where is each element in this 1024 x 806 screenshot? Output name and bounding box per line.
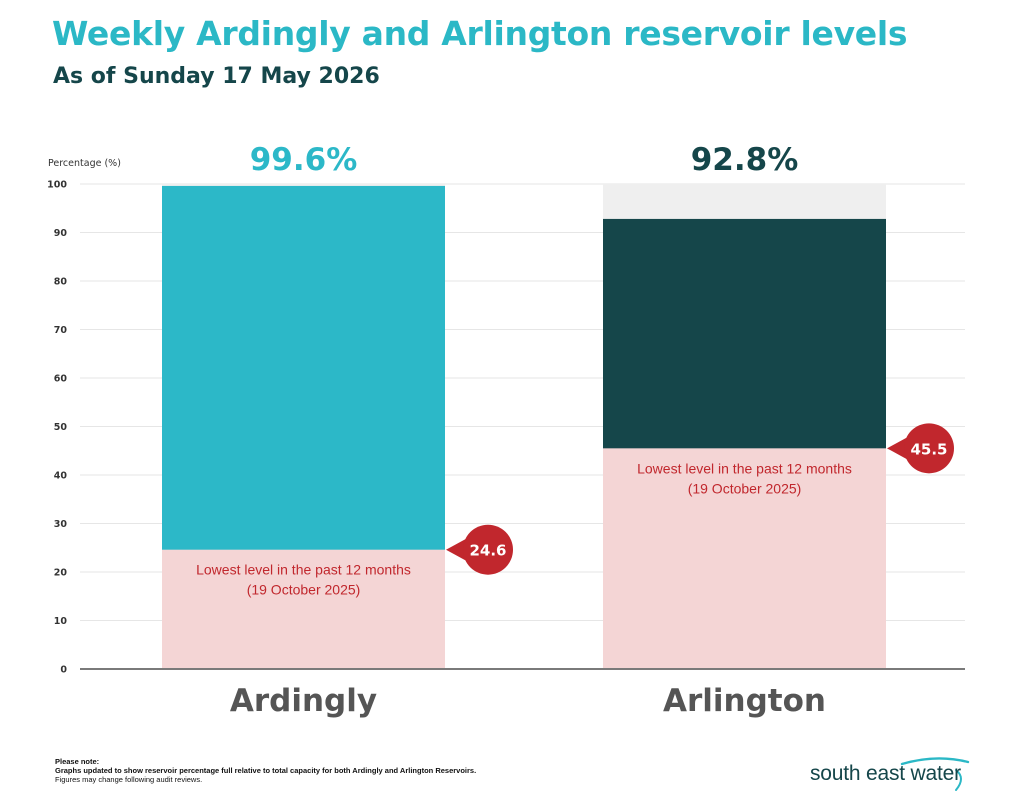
y-tick-label: 100	[47, 180, 67, 191]
lowest-callout	[904, 423, 954, 474]
lowest-level-label: Lowest level in the past 12 months	[637, 460, 852, 476]
category-label: Arlington	[663, 683, 826, 719]
page-subtitle: As of Sunday 17 May 2026	[53, 64, 380, 89]
lowest-value-label: 24.6	[469, 542, 506, 560]
y-tick-label: 20	[54, 568, 68, 579]
value-label: 99.6%	[250, 142, 358, 178]
callout-pointer	[446, 537, 468, 562]
lowest-level-date: (19 October 2025)	[688, 480, 802, 496]
note-title: Please note:	[55, 757, 100, 766]
y-tick-label: 40	[54, 471, 68, 482]
empty-capacity	[162, 184, 445, 186]
value-label: 92.8%	[691, 142, 799, 178]
y-tick-label: 30	[54, 519, 68, 530]
lowest-zone	[603, 448, 886, 669]
category-label: Ardingly	[230, 683, 377, 719]
y-tick-label: 60	[54, 374, 68, 385]
lowest-level-label: Lowest level in the past 12 months	[196, 562, 411, 578]
y-tick-label: 10	[54, 616, 68, 627]
lowest-value-label: 45.5	[910, 440, 947, 458]
lowest-level-date: (19 October 2025)	[247, 582, 361, 598]
y-tick-label: 50	[54, 422, 68, 433]
lowest-zone	[162, 549, 445, 669]
lowest-callout	[463, 524, 513, 575]
page-title: Weekly Ardingly and Arlington reservoir …	[52, 14, 908, 53]
note-line-1: Graphs updated to show reservoir percent…	[55, 766, 477, 775]
y-tick-label: 90	[54, 228, 68, 239]
y-tick-label: 70	[54, 325, 68, 336]
south-east-water-logo: south east water	[806, 756, 976, 796]
note-line-2: Figures may change following audit revie…	[55, 775, 203, 784]
y-tick-label: 0	[60, 665, 67, 676]
callout-pointer	[887, 436, 909, 461]
footer-note: Please note: Graphs updated to show rese…	[55, 757, 476, 784]
wave-logo-icon	[900, 757, 970, 791]
reservoir-bar-chart: 0 10 20 30 40 50 60 70 80 90 100 Percentage (%) Lowe…	[47, 142, 965, 719]
logo-text: south east water	[810, 762, 961, 785]
y-tick-label: 80	[54, 277, 68, 288]
empty-capacity	[603, 184, 886, 219]
y-axis-label: Percentage (%)	[48, 158, 121, 169]
